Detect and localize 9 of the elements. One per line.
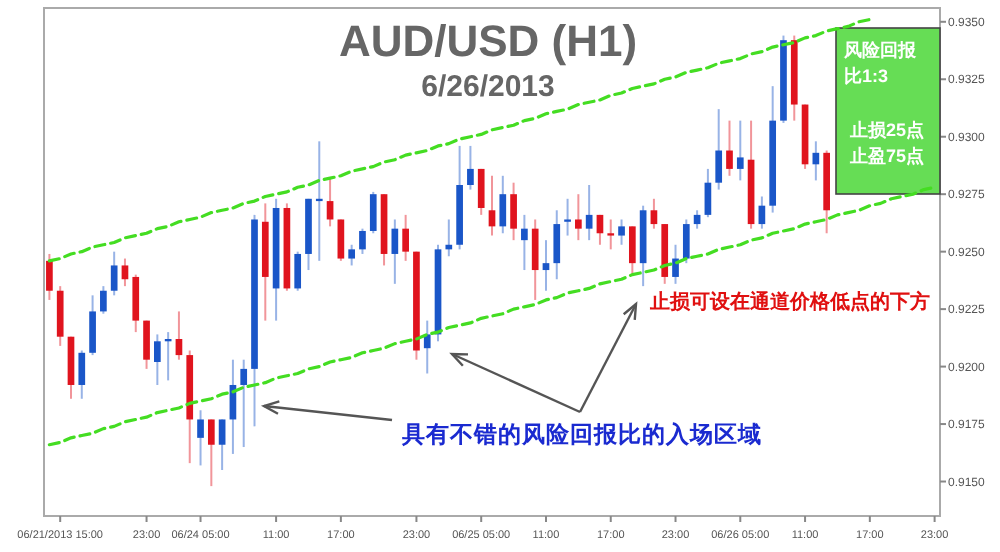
candlestick — [337, 218, 345, 262]
text: 6/26/2013 — [421, 70, 555, 104]
chart-title: AUD/USD (H1) — [338, 16, 638, 66]
annotation: 风险回报比1:3 — [842, 40, 918, 86]
annotation: 具有不错的风险回报比的入场区域 — [400, 420, 762, 448]
annotation: 止盈75点 — [848, 146, 925, 166]
line-series — [47, 185, 937, 447]
annotation: 止损可设在通道价格低点的下方 — [648, 290, 930, 314]
annotation: 止损25点 — [848, 120, 925, 140]
